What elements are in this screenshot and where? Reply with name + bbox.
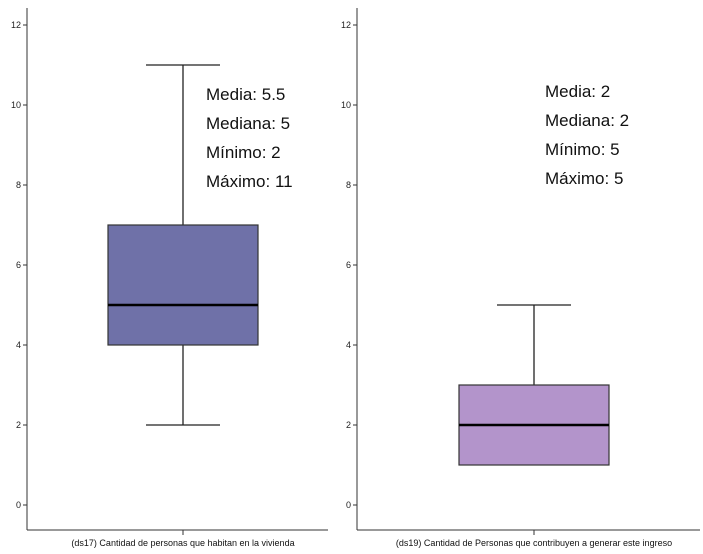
y-tick-label: 6 [346, 260, 351, 270]
stat-mximo: Máximo: 5 [545, 169, 623, 188]
stat-mediana: Mediana: 2 [545, 111, 629, 130]
stat-media: Media: 5.5 [206, 85, 285, 104]
y-tick-label: 8 [16, 180, 21, 190]
y-tick-label: 10 [341, 100, 351, 110]
x-axis-label: (ds19) Cantidad de Personas que contribu… [396, 538, 672, 548]
y-tick-label: 2 [16, 420, 21, 430]
y-tick-label: 12 [11, 20, 21, 30]
stat-mediana: Mediana: 5 [206, 114, 290, 133]
y-tick-label: 6 [16, 260, 21, 270]
y-tick-label: 0 [346, 500, 351, 510]
y-tick-label: 0 [16, 500, 21, 510]
y-tick-label: 4 [346, 340, 351, 350]
boxplot-panel-1: 0 2 4 6 8 10 12 Media: 5.5 Mediana: 5 Mínimo: 2 Má… [11, 8, 328, 548]
y-tick-label: 10 [11, 100, 21, 110]
y-tick-label: 8 [346, 180, 351, 190]
x-axis-label: (ds17) Cantidad de personas que habitan … [71, 538, 294, 548]
y-tick-label: 4 [16, 340, 21, 350]
stat-mximo: Máximo: 11 [206, 172, 293, 191]
y-tick-label: 2 [346, 420, 351, 430]
boxplot-panel-2: 0 2 4 6 8 10 12 Media: 2 Mediana: 2 Mínimo: 5 Máxi… [341, 8, 700, 548]
stat-mínimo: Mínimo: 2 [206, 143, 281, 162]
stat-media: Media: 2 [545, 82, 610, 101]
iqr-box [107, 224, 259, 346]
stat-mínimo: Mínimo: 5 [545, 140, 620, 159]
y-tick-label: 12 [341, 20, 351, 30]
